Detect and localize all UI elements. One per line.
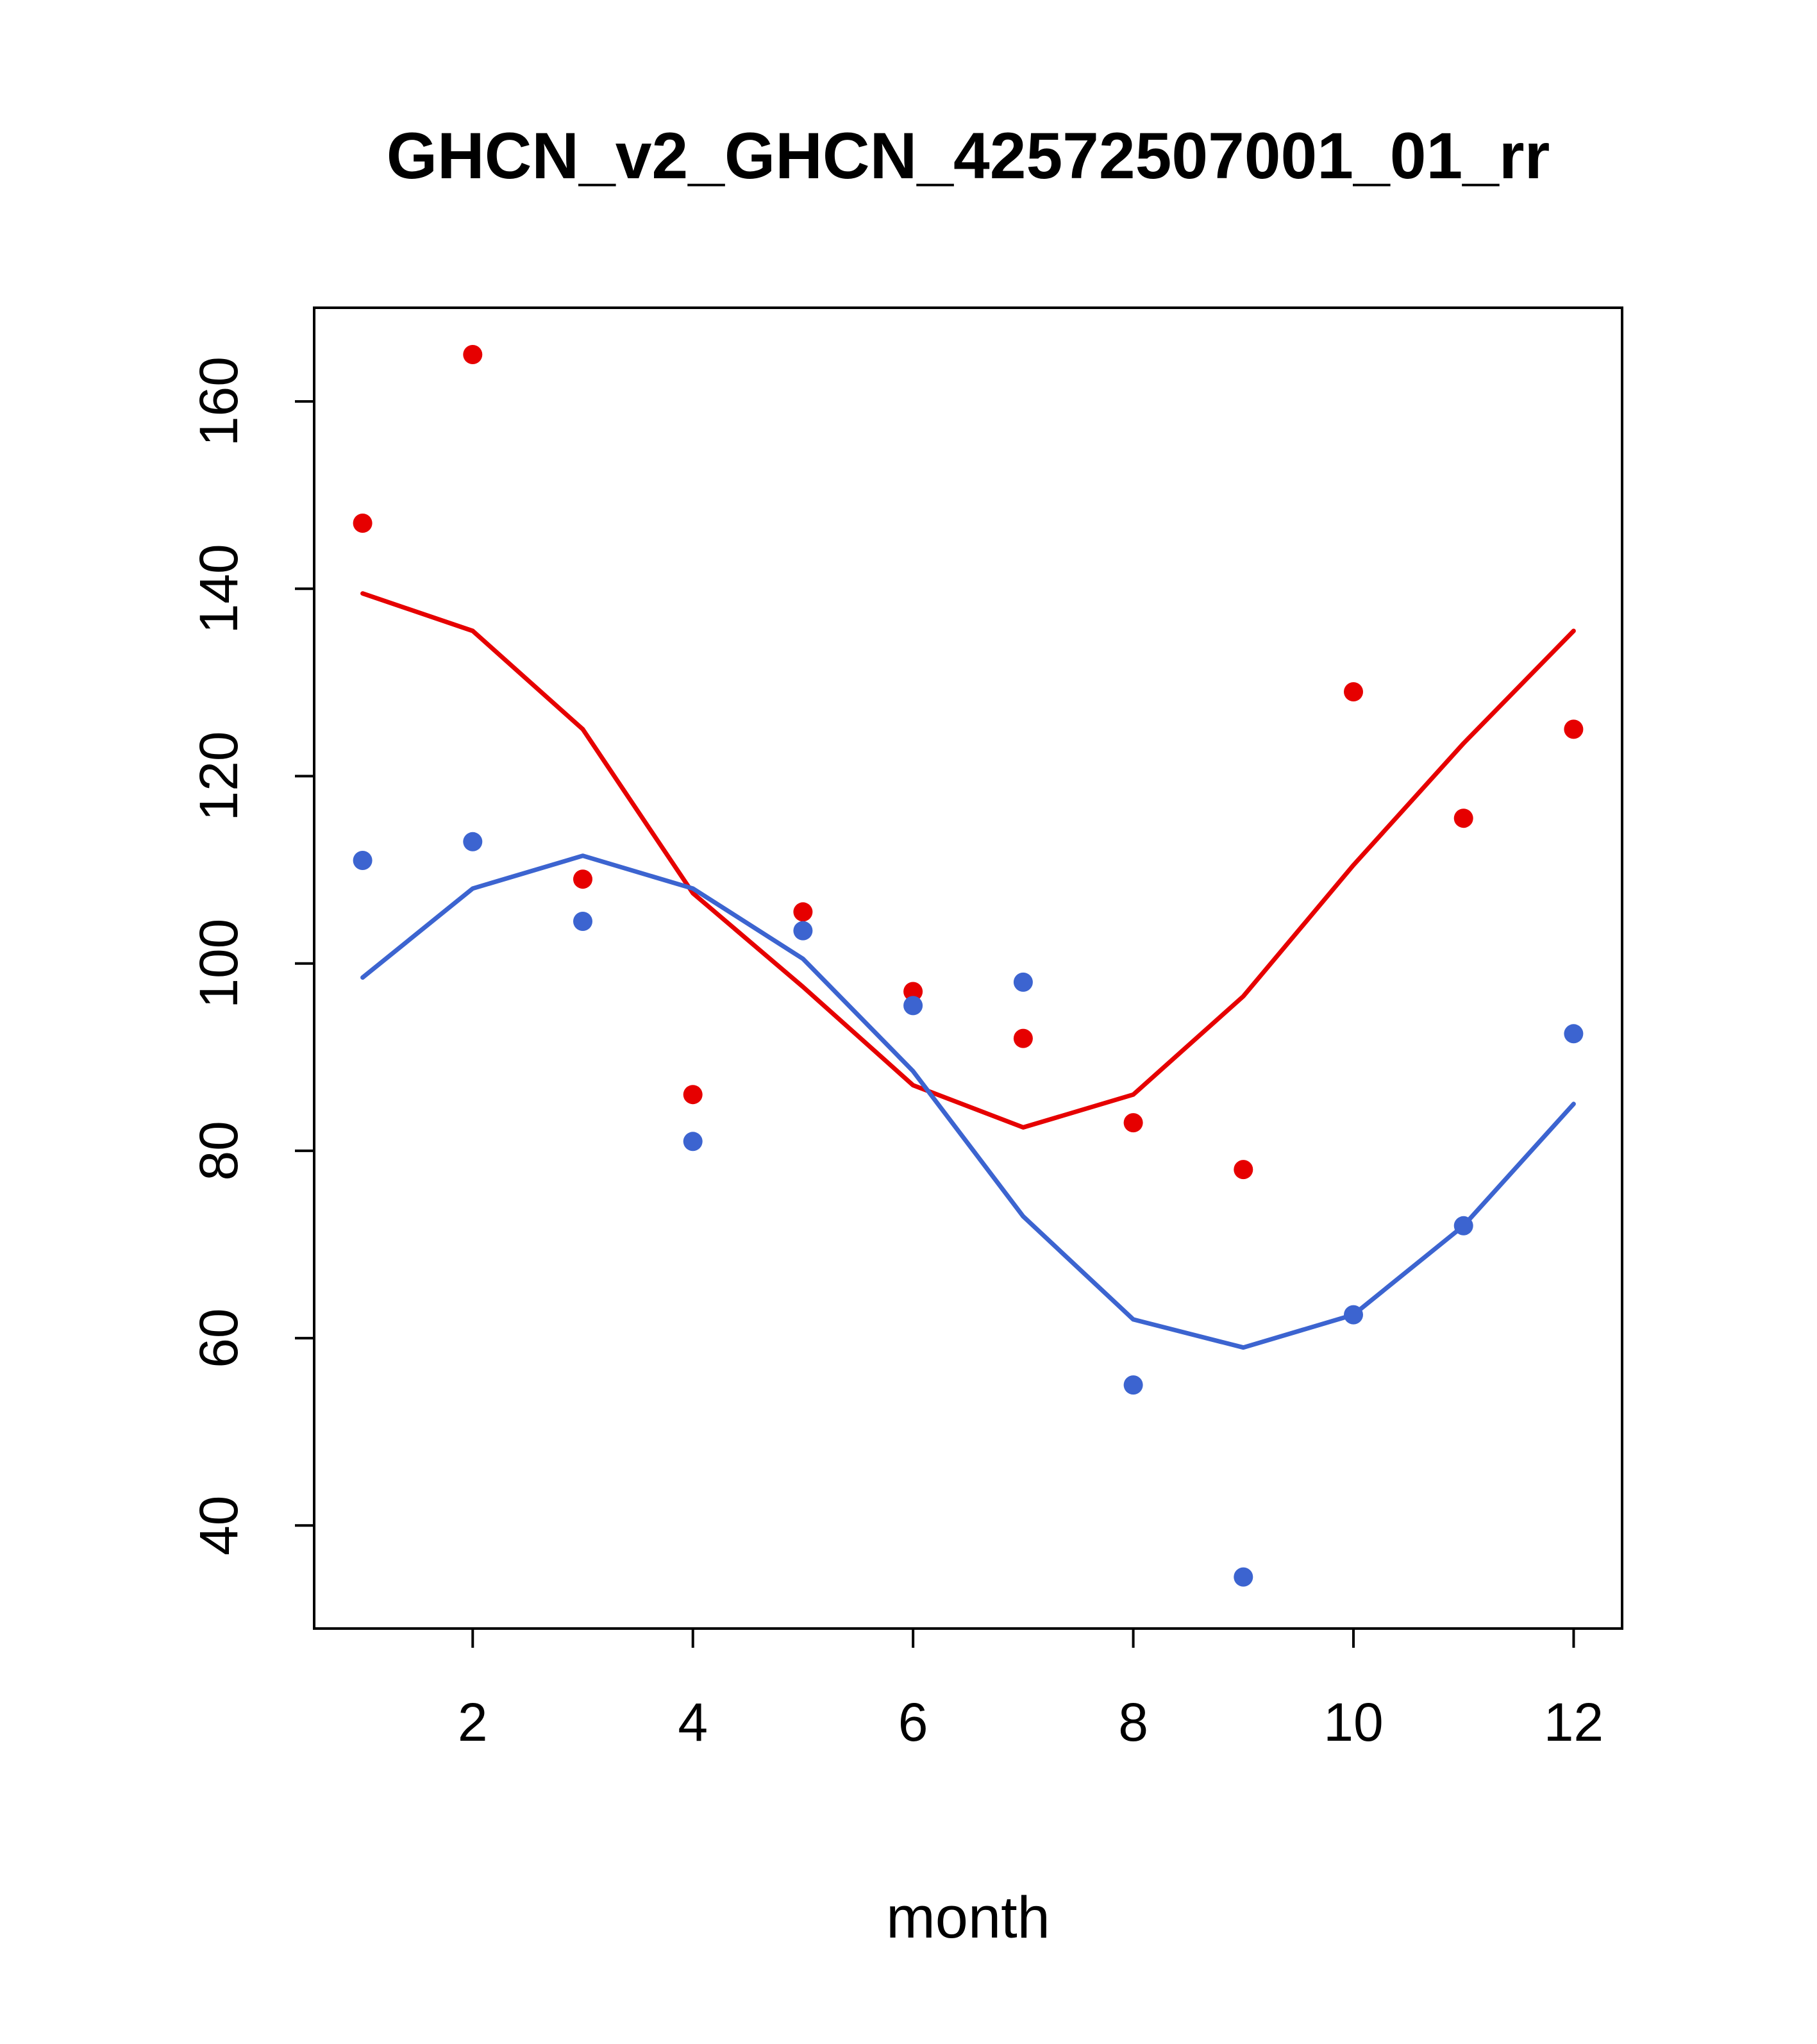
red-points-marker <box>353 514 373 533</box>
red-points-marker <box>1123 1113 1143 1133</box>
blue-points-marker <box>1564 1024 1584 1044</box>
x-tick-label: 12 <box>1544 1692 1603 1752</box>
red-points-marker <box>1234 1160 1253 1180</box>
red-points-marker <box>1564 719 1584 739</box>
y-tick-label: 60 <box>188 1308 249 1368</box>
blue-smooth-line <box>360 853 1576 1350</box>
plot-border <box>313 306 1623 1630</box>
y-tick-label: 140 <box>188 544 249 633</box>
plot-area: 2 4 6 8 10 12 40 60 80 100 120 140 160 <box>188 306 1623 1752</box>
blue-points-marker <box>573 912 592 931</box>
x-tick-label: 6 <box>898 1692 928 1752</box>
blue-points-marker <box>903 996 923 1016</box>
blue-points-marker <box>793 921 813 941</box>
red-points-marker <box>573 869 592 889</box>
y-tick-label: 80 <box>188 1121 249 1180</box>
y-tick-label: 120 <box>188 731 249 821</box>
red-smooth-line <box>360 591 1576 1130</box>
red-points-marker <box>1013 1028 1033 1048</box>
red-points <box>353 345 1584 1180</box>
red-points-marker <box>683 1085 703 1105</box>
x-tick-label: 8 <box>1118 1692 1148 1752</box>
x-axis-label: month <box>886 1885 1050 1950</box>
red-points-marker <box>1453 808 1473 828</box>
x-tick-label: 2 <box>458 1692 488 1752</box>
red-points-marker <box>463 345 483 364</box>
red-points-marker <box>903 982 923 1001</box>
red-points-marker <box>793 902 813 922</box>
blue-points-marker <box>353 851 373 870</box>
y-tick-label: 160 <box>188 356 249 446</box>
y-tick-label: 40 <box>188 1496 249 1555</box>
blue-points-marker <box>683 1132 703 1152</box>
blue-points-marker <box>1453 1216 1473 1236</box>
blue-points <box>353 832 1584 1587</box>
y-tick-label: 100 <box>188 919 249 1009</box>
blue-points-marker <box>1013 972 1033 992</box>
blue-points-marker <box>1344 1305 1363 1325</box>
blue-points-marker <box>1234 1567 1253 1587</box>
x-tick-label: 4 <box>678 1692 708 1752</box>
red-points-marker <box>1344 682 1363 701</box>
blue-points-marker <box>463 832 483 851</box>
x-tick-label: 10 <box>1323 1692 1383 1752</box>
blue-points-marker <box>1123 1375 1143 1395</box>
chart-title: GHCN_v2_GHCN_42572507001_01_rr <box>387 119 1550 192</box>
